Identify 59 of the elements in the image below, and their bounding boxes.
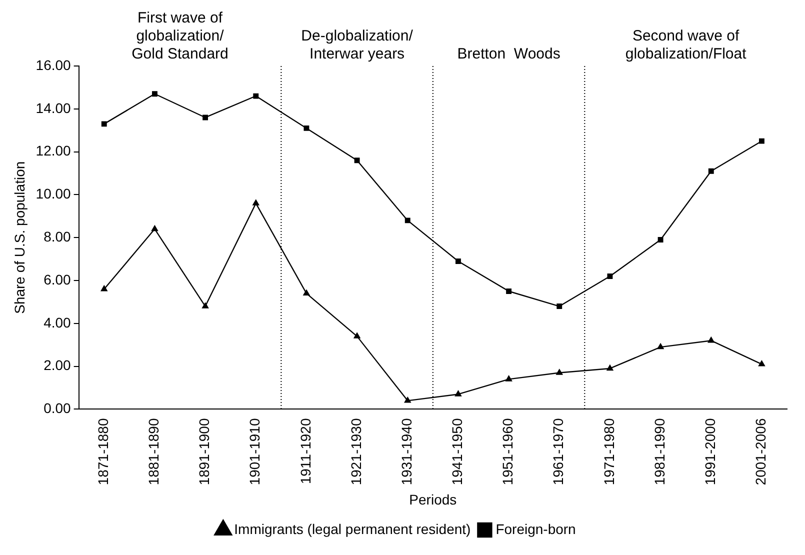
legend-label: Immigrants (legal permanent resident) [234,520,471,537]
x-tick-label: 1891-1900 [196,418,212,486]
point [303,290,310,296]
x-tick-label: 1971-1980 [600,418,617,486]
point [455,258,461,264]
point [708,168,714,174]
x-tick-label: 1911-1920 [297,418,314,484]
point [658,237,664,242]
point [100,286,108,292]
x-tick-label: 2001-2006 [752,418,769,486]
y-tick-label: 6.00 [44,271,72,288]
x-tick-label: 1881-1890 [146,418,162,486]
text: Bretton Woods [457,46,560,63]
y-tick-label: 14.00 [36,100,72,116]
x-tick-label: 1961-1970 [550,418,566,486]
x-tick-label: 1941-1950 [449,418,466,486]
point [758,138,764,144]
x-tick-label: 1871-1880 [94,418,111,486]
y-tick-label: 4.00 [44,314,72,330]
y-tick-label: 2.00 [44,357,72,374]
point [202,114,208,120]
point [607,274,613,279]
point [101,121,107,127]
y-tick-label: 8.00 [44,228,72,244]
y-axis-title: Share of U.S. population [11,161,28,314]
x-tick-label: 1921-1930 [348,418,364,486]
y-tick-label: 0.00 [44,400,72,416]
text: Second wave of globalization/Float [625,28,748,63]
point [152,225,158,232]
point [556,304,562,309]
point [152,91,158,97]
point [404,397,411,403]
point [253,93,259,99]
point [304,125,310,131]
x-tick-label: 1901-1910 [246,418,263,486]
x-axis-title: Periods [409,491,457,508]
text: De-globalization/ Interwar years [301,28,414,63]
y-tick-label: 12.00 [36,142,72,159]
x-tick-label: 1981-1990 [651,418,668,486]
point [252,200,260,206]
point [202,302,208,308]
y-tick-label: 16.00 [36,56,72,73]
text: First wave of globalization/ Gold Standard [132,10,228,63]
x-tick-label: 1991-2000 [702,418,718,486]
x-tick-label: 1951-1960 [500,418,516,486]
point [556,369,563,375]
legend-label: Foreign-born [496,520,576,537]
point [708,337,714,343]
x-tick-label: 1931-1940 [398,418,414,486]
point [354,332,360,338]
point [455,390,462,396]
point [657,343,664,350]
point [354,158,360,164]
point [404,218,410,224]
y-tick-label: 10.00 [36,186,72,202]
point [506,376,512,382]
point [506,288,512,294]
point [758,360,765,366]
point [606,364,614,371]
